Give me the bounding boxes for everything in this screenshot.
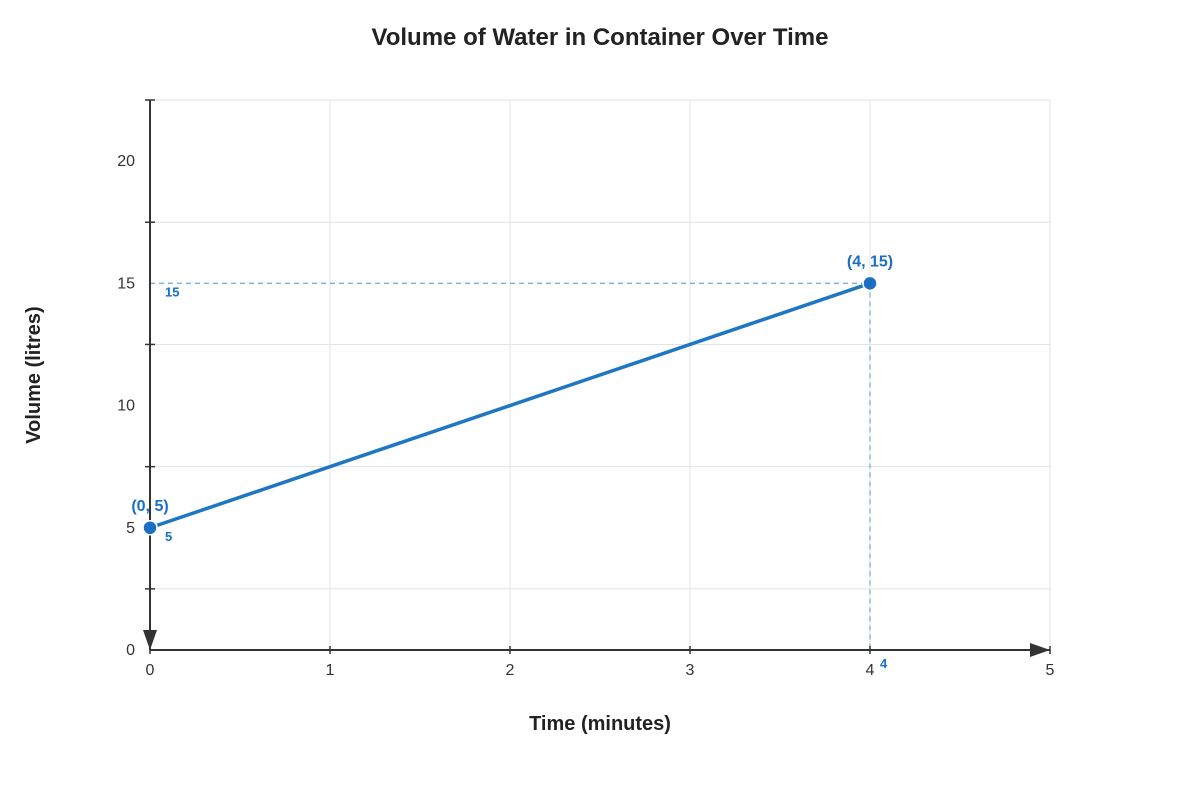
x-tick-label: 3 xyxy=(686,662,695,679)
y-tick-label: 0 xyxy=(126,642,135,659)
y-tick-label: 5 xyxy=(126,520,135,537)
labels: (0, 5) (4, 15) 15 4 5 xyxy=(131,253,893,671)
point-label-end: (4, 15) xyxy=(847,253,893,270)
chart-title: Volume of Water in Container Over Time xyxy=(372,24,829,51)
x-tick-label: 1 xyxy=(326,662,335,679)
projection-label-x: 4 xyxy=(880,656,888,671)
projection-label-y: 5 xyxy=(165,529,172,544)
series xyxy=(142,275,878,536)
point-label-start: (0, 5) xyxy=(131,498,168,515)
x-axis-label: Time (minutes) xyxy=(529,713,671,735)
x-axis-arrow xyxy=(1030,643,1050,657)
projection-lines xyxy=(150,282,871,650)
series-line xyxy=(148,281,872,530)
projection-label-y: 15 xyxy=(165,284,179,299)
x-tick-label: 2 xyxy=(506,662,515,679)
y-axis-arrow xyxy=(143,630,157,650)
grid xyxy=(150,99,1051,650)
data-point-start xyxy=(142,520,158,536)
x-tick-label: 5 xyxy=(1046,662,1055,679)
axes: 0 1 2 3 4 5 0 5 10 15 20 xyxy=(117,99,1055,679)
x-tick-label: 4 xyxy=(866,662,875,679)
y-axis-label: Volume (litres) xyxy=(23,306,45,443)
x-tick-label: 0 xyxy=(146,662,155,679)
data-point-end xyxy=(862,275,878,292)
y-tick-label: 20 xyxy=(117,153,135,170)
y-tick-label: 10 xyxy=(117,398,135,415)
y-tick-label: 15 xyxy=(117,275,135,292)
